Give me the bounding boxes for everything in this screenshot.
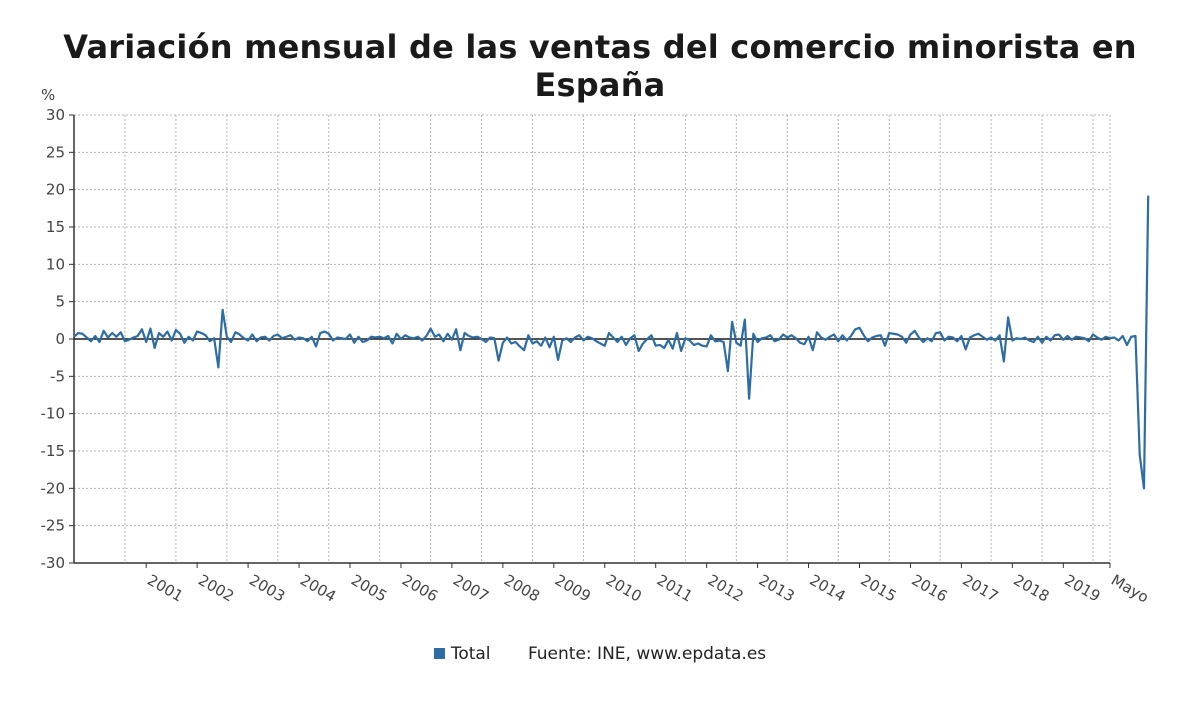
legend: Total Fuente: INE, www.epdata.es: [0, 644, 1200, 664]
y-tick-label: -30: [41, 554, 66, 572]
y-tick-label: -20: [41, 479, 66, 497]
x-tick-label: 2004: [297, 571, 339, 606]
y-tick-label: -15: [41, 442, 66, 460]
x-tick-label: 2013: [756, 571, 798, 606]
y-tick-labels: 30 25 20 15 10 5 0 -5 -10 -15 -20 -25 -30: [41, 106, 74, 572]
x-tick-label: 2011: [654, 571, 696, 606]
x-tick-label: 2019: [1061, 571, 1103, 606]
y-tick-label: 15: [46, 218, 65, 236]
x-tick-label: 2008: [501, 571, 543, 606]
y-tick-label: 10: [46, 255, 65, 273]
x-tick-label: 2014: [807, 571, 849, 606]
x-tick-label: 2001: [144, 571, 186, 606]
x-tick-label: 2007: [450, 571, 492, 606]
chart-title: Variación mensual de las ventas del come…: [63, 28, 1137, 104]
x-tick-labels: 2001 2002 2003 2004 2005 2006 2007 2008 2009 2010…: [144, 563, 1152, 607]
y-tick-label: 0: [55, 330, 65, 348]
y-tick-label: -5: [50, 367, 65, 385]
x-tick-label: 2010: [603, 571, 645, 606]
y-tick-label: 5: [55, 293, 65, 311]
x-tick-label: 2016: [908, 571, 950, 606]
legend-swatch-total: [433, 648, 445, 659]
series-line-total: [73, 195, 1150, 490]
x-tick-label: 2017: [959, 571, 1001, 606]
x-tick-label: Mayo: [1108, 571, 1152, 607]
y-tick-label: 30: [46, 106, 65, 124]
x-tick-label: 2018: [1010, 571, 1052, 606]
y-tick-label: 25: [46, 143, 65, 161]
x-tick-label: 2012: [705, 571, 747, 606]
x-tick-label: 2015: [857, 571, 899, 606]
legend-item-total: Total: [433, 644, 491, 664]
chart-source: Fuente: INE, www.epdata.es: [527, 644, 767, 664]
x-tick-label: 2006: [399, 571, 441, 606]
x-tick-label: 2003: [246, 571, 288, 606]
legend-label-total: Total: [450, 644, 491, 664]
y-tick-label: 20: [46, 181, 65, 199]
x-tick-label: 2002: [195, 571, 237, 606]
y-tick-label: -10: [41, 405, 66, 423]
x-tick-label: 2005: [348, 571, 390, 606]
y-tick-label: -25: [41, 517, 66, 535]
y-axis-unit: %: [41, 86, 55, 104]
x-tick-label: 2009: [552, 571, 594, 606]
